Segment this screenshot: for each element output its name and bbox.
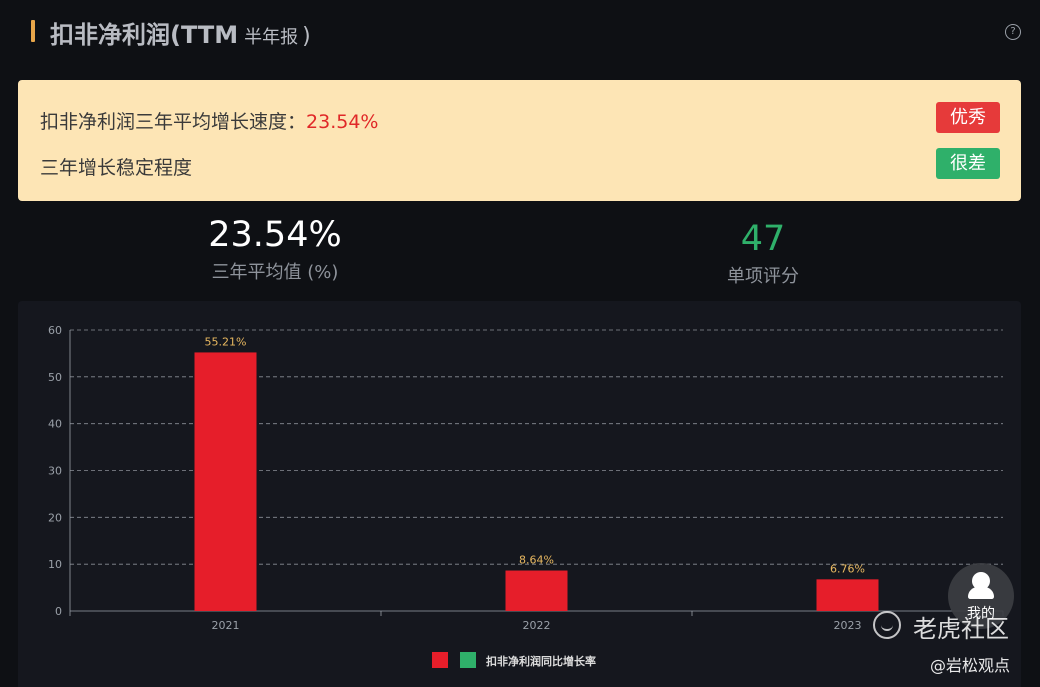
bar-data-label: 6.76% — [830, 562, 865, 575]
y-tick-label: 50 — [48, 371, 62, 384]
watermark-text: 老虎社区 — [913, 615, 1009, 643]
y-tick-label: 30 — [48, 465, 62, 478]
growth-value: 23.54% — [306, 111, 379, 133]
bar-data-label: 55.21% — [205, 335, 247, 348]
section-title: 扣非净利润(TTM 半年报) — [50, 15, 311, 50]
x-tick-label: 2023 — [834, 619, 862, 632]
growth-bar-chart: 0 10 20 30 40 50 60 55.21% 2021 8.64% 2022 6.76% 202… — [48, 324, 1004, 668]
summary-panel: 扣非净利润三年平均增长速度：23.54% 优秀 三年增长稳定程度 很差 — [18, 80, 1021, 201]
growth-label: 扣非净利润三年平均增长速度： — [40, 111, 307, 133]
tiger-logo-icon — [873, 611, 901, 639]
average-value: 23.54% — [208, 215, 342, 255]
bar — [194, 352, 257, 611]
score-stat: 47 单项评分 — [613, 217, 913, 288]
section-header: 扣非净利润(TTM 半年报) ? — [0, 0, 1040, 64]
title-main: 扣非净利润(TTM — [50, 21, 239, 49]
watermark-handle: @岩松观点 — [930, 656, 1011, 675]
legend-label: 扣非净利润同比增长率 — [486, 654, 596, 668]
growth-badge: 优秀 — [936, 102, 1000, 133]
y-tick-label: 20 — [48, 511, 62, 524]
bar — [816, 579, 879, 611]
title-period: 半年报 — [244, 27, 299, 48]
x-tick-label: 2022 — [523, 619, 551, 632]
user-icon-body — [968, 587, 994, 599]
title-close-paren: ) — [302, 24, 311, 49]
x-tick-label: 2021 — [212, 619, 240, 632]
y-tick-label: 40 — [48, 418, 62, 431]
bar — [505, 570, 568, 611]
y-tick-label: 10 — [48, 558, 62, 571]
legend-swatch — [432, 652, 448, 668]
legend-swatch — [460, 652, 476, 668]
average-stat: 23.54% 三年平均值 (%) — [125, 213, 425, 284]
my-profile-button[interactable]: 我的 — [948, 563, 1014, 629]
average-label: 三年平均值 (%) — [211, 262, 339, 283]
user-icon — [972, 572, 990, 590]
chart-panel: 0 10 20 30 40 50 60 55.21% 2021 8.64% 2022 6.76% 202… — [18, 301, 1021, 687]
y-tick-label: 0 — [55, 605, 62, 618]
y-tick-label: 60 — [48, 324, 62, 337]
bar-data-label: 8.64% — [519, 554, 554, 567]
my-profile-label: 我的 — [967, 606, 995, 622]
score-label: 单项评分 — [727, 266, 799, 287]
title-accent-bar — [31, 20, 35, 42]
score-value: 47 — [740, 219, 786, 259]
growth-row: 扣非净利润三年平均增长速度：23.54% — [40, 107, 378, 134]
stability-label: 三年增长稳定程度 — [40, 157, 193, 179]
stability-badge: 很差 — [936, 148, 1000, 179]
question-circle-icon[interactable]: ? — [1005, 24, 1021, 40]
